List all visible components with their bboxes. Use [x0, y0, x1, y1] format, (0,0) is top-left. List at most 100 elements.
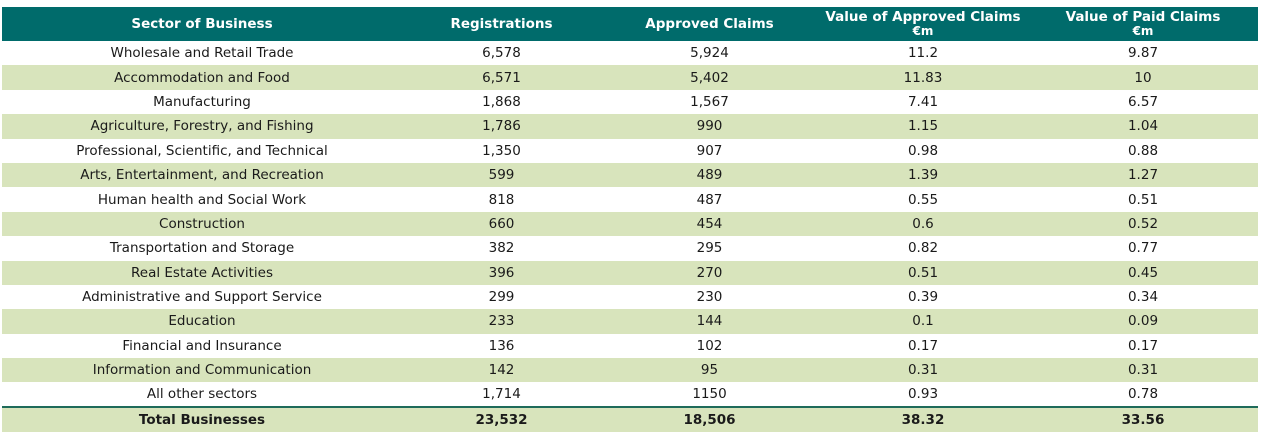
cell-sector: Professional, Scientific, and Technical	[76, 142, 328, 159]
cell-sector: Transportation and Storage	[109, 240, 295, 257]
cell-value-approved: 0.6	[912, 215, 934, 232]
cell-value-approved: 0.1	[912, 313, 934, 330]
header-value-paid-label: Value of Paid Claims	[1065, 9, 1221, 25]
cell-sector: Arts, Entertainment, and Recreation	[80, 167, 324, 184]
cell-value-approved: 11.83	[903, 69, 943, 86]
table-row: Arts, Entertainment, and Recreation 599 48…	[2, 162, 1258, 188]
cell-approved-claims: 144	[696, 313, 723, 330]
cell-value-approved: 0.55	[907, 191, 939, 208]
cell-value-paid: 6.57	[1127, 93, 1159, 110]
table-row: Real Estate Activities 396 270 0.51 0.45	[2, 260, 1258, 285]
cell-registrations: 233	[488, 313, 515, 330]
cell-registrations: 6,578	[482, 45, 521, 62]
cell-approved-claims: 5,402	[690, 69, 729, 86]
cell-approved-claims: 454	[696, 215, 723, 232]
cell-value-approved: 0.93	[907, 386, 939, 403]
cell-approved-claims: 907	[696, 142, 723, 159]
table-row: Financial and Insurance 136 102 0.17 0.17	[2, 334, 1258, 358]
cell-value-paid: 0.52	[1127, 215, 1159, 232]
cell-value-approved: 7.41	[907, 93, 939, 110]
cell-approved-claims: 487	[696, 191, 723, 208]
table-row: Wholesale and Retail Trade 6,578 5,924 11.2…	[2, 41, 1258, 65]
cell-value-paid: 9.87	[1127, 45, 1159, 62]
cell-registrations: 818	[488, 191, 515, 208]
cell-registrations: 136	[488, 337, 515, 354]
header-row: Sector of Business Registrations Approve…	[2, 7, 1258, 41]
cell-sector: Wholesale and Retail Trade	[110, 45, 294, 62]
table-row: Transportation and Storage 382 295 0.82 0.77	[2, 236, 1258, 260]
cell-value-paid: 0.09	[1127, 313, 1159, 330]
total-value-approved: 38.32	[901, 411, 945, 428]
header-value-approved: Value of Approved Claims €m	[818, 7, 1028, 41]
table-row: Agriculture, Forestry, and Fishing 1,786 9…	[2, 114, 1258, 139]
cell-approved-claims: 102	[696, 337, 723, 354]
cell-registrations: 382	[488, 240, 515, 257]
sector-claims-table: Sector of Business Registrations Approve…	[2, 7, 1258, 432]
cell-sector: Accommodation and Food	[114, 69, 290, 86]
cell-value-approved: 0.31	[907, 362, 939, 379]
table-footer: Total Businesses 23,532 18,506 38.32 33.…	[2, 406, 1258, 432]
total-sector: Total Businesses	[138, 411, 266, 428]
table-row: Administrative and Support Service 299 230…	[2, 285, 1258, 309]
cell-approved-claims: 1150	[692, 386, 727, 403]
cell-approved-claims: 5,924	[690, 45, 729, 62]
cell-registrations: 1,786	[482, 118, 521, 135]
table-row: Professional, Scientific, and Technical 1…	[2, 139, 1258, 163]
total-registrations: 23,532	[475, 411, 528, 428]
table-body: Wholesale and Retail Trade 6,578 5,924 11.2…	[2, 41, 1258, 407]
cell-approved-claims: 295	[696, 240, 723, 257]
cell-value-approved: 0.98	[907, 142, 939, 159]
cell-sector: Agriculture, Forestry, and Fishing	[90, 118, 314, 135]
cell-sector: All other sectors	[146, 386, 258, 403]
header-sector: Sector of Business	[131, 16, 273, 32]
table-row: Manufacturing 1,868 1,567 7.41 6.57	[2, 90, 1258, 114]
cell-registrations: 396	[488, 264, 515, 281]
cell-sector: Manufacturing	[153, 93, 251, 110]
header-value-approved-label: Value of Approved Claims	[825, 9, 1021, 25]
table-row: Accommodation and Food 6,571 5,402 11.83 10	[2, 65, 1258, 90]
cell-sector: Information and Communication	[92, 362, 312, 379]
total-row: Total Businesses 23,532 18,506 38.32 33.…	[2, 406, 1258, 432]
cell-value-approved: 1.39	[907, 167, 939, 184]
cell-registrations: 599	[488, 167, 515, 184]
cell-approved-claims: 95	[700, 362, 719, 379]
table-row: Education 233 144 0.1 0.09	[2, 309, 1258, 334]
cell-approved-claims: 489	[696, 167, 723, 184]
table-row: Information and Communication 142 95 0.31 0.…	[2, 358, 1258, 383]
cell-approved-claims: 1,567	[690, 93, 729, 110]
cell-value-paid: 10	[1134, 69, 1152, 86]
cell-value-paid: 0.45	[1127, 264, 1159, 281]
table-row: Human health and Social Work 818 487 0.55 0.…	[2, 187, 1258, 211]
cell-registrations: 1,868	[482, 93, 521, 110]
cell-value-paid: 1.04	[1127, 118, 1159, 135]
cell-value-approved: 0.17	[907, 337, 939, 354]
cell-value-paid: 0.78	[1127, 386, 1159, 403]
cell-value-approved: 0.51	[907, 264, 939, 281]
header-value-approved-unit: €m	[912, 24, 934, 38]
table-row: Construction 660 454 0.6 0.52	[2, 211, 1258, 237]
cell-value-approved: 0.82	[907, 240, 939, 257]
table-row: All other sectors 1,714 1150 0.93 0.78	[2, 382, 1258, 406]
cell-registrations: 1,350	[482, 142, 521, 159]
cell-value-paid: 0.77	[1127, 240, 1159, 257]
cell-approved-claims: 230	[696, 289, 723, 306]
cell-registrations: 142	[488, 362, 515, 379]
cell-value-paid: 0.17	[1127, 337, 1159, 354]
cell-approved-claims: 990	[696, 118, 723, 135]
header-value-paid-unit: €m	[1132, 24, 1154, 38]
cell-value-approved: 0.39	[907, 289, 939, 306]
cell-registrations: 299	[488, 289, 515, 306]
total-approved: 18,506	[683, 411, 736, 428]
header-registrations: Registrations	[450, 16, 553, 32]
cell-sector: Human health and Social Work	[97, 191, 307, 208]
cell-registrations: 660	[488, 215, 515, 232]
cell-sector: Administrative and Support Service	[82, 289, 322, 306]
table-header: Sector of Business Registrations Approve…	[2, 7, 1258, 41]
cell-value-paid: 1.27	[1127, 167, 1159, 184]
cell-value-paid: 0.88	[1127, 142, 1159, 159]
cell-value-approved: 11.2	[907, 45, 939, 62]
total-value-paid: 33.56	[1121, 411, 1165, 428]
cell-sector: Education	[168, 313, 236, 330]
header-value-paid: Value of Paid Claims €m	[1028, 7, 1258, 41]
cell-value-approved: 1.15	[907, 118, 939, 135]
